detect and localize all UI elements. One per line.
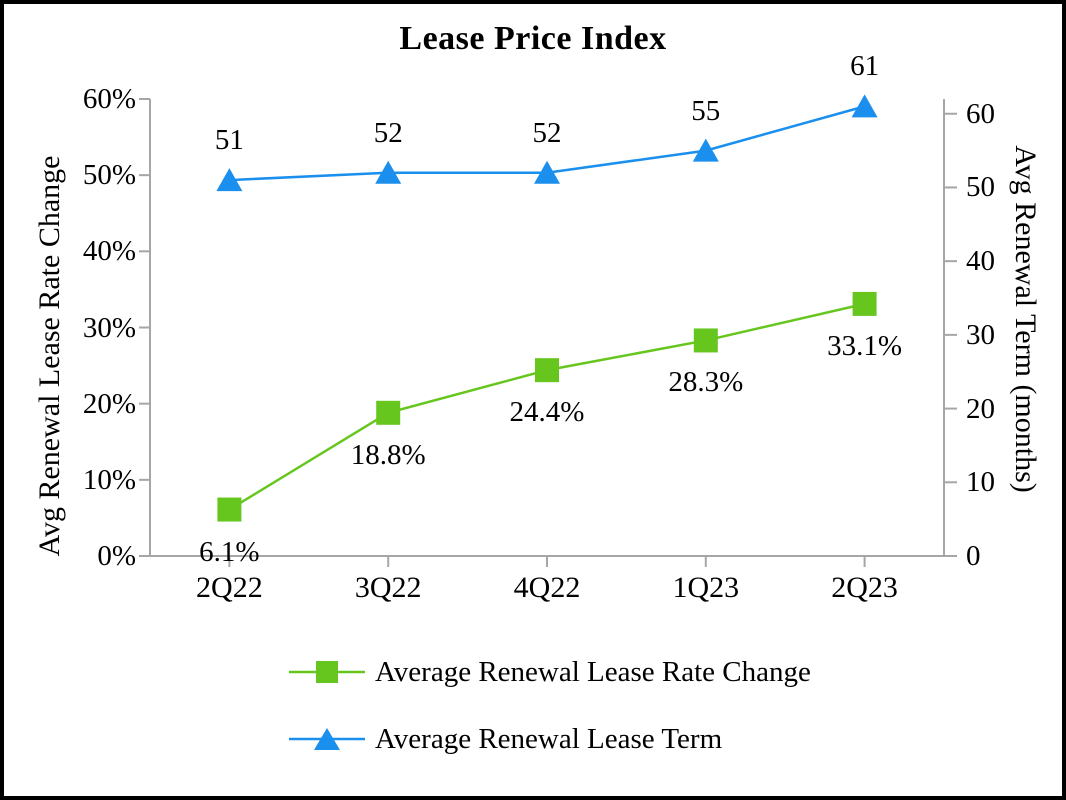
triangle-marker-icon [216, 168, 243, 192]
right-axis-tick-label: 40 [966, 245, 995, 278]
legend-label-rate-change: Average Renewal Lease Rate Change [375, 655, 811, 688]
triangle-marker-icon [375, 160, 402, 184]
data-label: 24.4% [509, 396, 585, 429]
right-axis-tick-label: 50 [966, 171, 995, 204]
x-axis-category-label: 3Q22 [354, 571, 422, 604]
chart-title: Lease Price Index [399, 20, 667, 57]
right-axis-tick-label: 0 [966, 540, 981, 572]
left-axis-tick-label: 20% [82, 387, 136, 420]
right-axis-tick-label: 20 [966, 392, 995, 425]
left-axis-tick-label: 50% [82, 159, 136, 192]
legend-item-rate-change: Average Renewal Lease Rate Change [289, 650, 811, 694]
square-marker-icon [217, 497, 242, 522]
x-axis-category-label: 2Q22 [196, 571, 263, 604]
square-marker-icon [376, 400, 401, 425]
data-label: 18.8% [350, 438, 426, 471]
triangle-marker-icon [851, 94, 878, 118]
left-axis-tick-label: 40% [82, 235, 136, 268]
legend-triangle-marker-icon [289, 728, 365, 750]
data-label: 28.3% [668, 366, 744, 399]
left-axis-tick-label: 10% [82, 463, 136, 496]
data-label: 55 [691, 94, 721, 127]
right-axis-tick-label: 10 [966, 466, 995, 499]
data-label: 33.1% [827, 329, 903, 362]
triangle-marker-icon [692, 138, 719, 162]
right-axis-tick-label: 30 [966, 318, 995, 351]
legend: Average Renewal Lease Rate Change Averag… [289, 650, 811, 784]
legend-square-marker-icon [289, 661, 365, 683]
x-axis-category-label: 2Q23 [831, 571, 898, 604]
data-label: 52 [532, 116, 562, 149]
right-axis-title: Avg Renewal Term (months) [1009, 145, 1042, 493]
legend-item-lease-term: Average Renewal Lease Term [289, 717, 811, 761]
left-axis-tick-label: 60% [82, 83, 136, 115]
left-axis-tick-label: 30% [82, 311, 136, 344]
left-axis-title: Avg Renewal Lease Rate Change [33, 155, 66, 557]
x-axis-category-label: 1Q23 [672, 571, 740, 604]
left-axis-tick-label: 0% [97, 540, 136, 572]
right-axis-tick-label: 60 [966, 97, 995, 130]
legend-label-lease-term: Average Renewal Lease Term [375, 722, 723, 755]
square-marker-icon [852, 291, 877, 316]
x-axis-category-label: 4Q22 [513, 571, 581, 604]
square-marker-icon [535, 358, 559, 383]
data-label: 51 [214, 124, 244, 157]
data-label: 52 [373, 116, 403, 149]
triangle-marker-icon [534, 160, 560, 184]
chart-canvas [139, 94, 957, 567]
data-label: 6.1% [199, 535, 260, 568]
data-label: 61 [850, 50, 880, 83]
square-marker-icon [693, 328, 718, 353]
